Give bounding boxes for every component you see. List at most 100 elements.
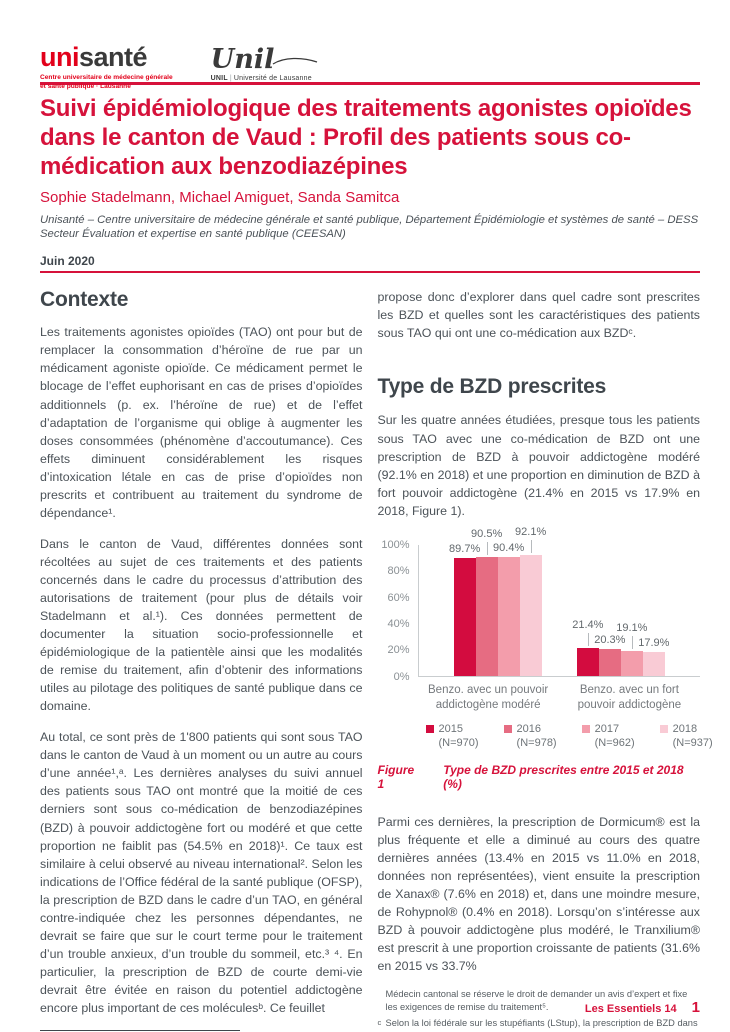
authors-line: Sophie Stadelmann, Michael Amiguet, Sand… — [40, 188, 400, 206]
footnote-b-continuation: Médecin cantonal se réserve le droit de … — [378, 988, 701, 1014]
legend-row-2017: 2017 — [581, 722, 635, 735]
legend-item-2015: 2015 (N=970) — [425, 722, 479, 749]
y-tick-label: 20% — [387, 644, 410, 657]
legend-year-label: 2017 — [594, 722, 620, 735]
section-heading-type-bzd: Type de BZD prescrites — [377, 375, 607, 399]
footer-page-number: 1 — [691, 999, 700, 1016]
bar-2018-group1: 92.1% — [515, 526, 546, 676]
bar-value-label: 19.1% — [616, 621, 648, 634]
left-column: Contexte Les traitements agonistes opioï… — [40, 288, 363, 1032]
bar-2015-group2: 21.4% — [572, 619, 603, 676]
unisante-logo: unisanté Centre universitaire de médecin… — [40, 44, 173, 92]
publication-date: Juin 2020 — [40, 253, 95, 268]
legend-n-label: (N=978) — [516, 736, 557, 749]
legend-item-2018: 2018 (N=937) — [659, 722, 713, 749]
legend-n-label: (N=937) — [672, 736, 713, 749]
label-leader-line — [587, 632, 589, 646]
legend-n-label: (N=970) — [438, 736, 479, 749]
figure-1-chart: 0% 20% 40% 60% 80% 100% 89.7% 90.5% 90.4% 92.1% 2… — [378, 526, 713, 749]
bar-group-1: 89.7% 90.5% 90.4% 92.1% — [449, 526, 546, 676]
section-heading-contexte: Contexte — [40, 288, 129, 312]
contexte-paragraph-3: Au total, ce sont près de 1'800 patients… — [40, 730, 363, 1015]
legend-swatch-2017 — [581, 724, 590, 733]
bar-2016-group2: 20.3% — [594, 634, 625, 676]
legend-row-2016: 2016 — [503, 722, 557, 735]
chart-legend: 2015 (N=970) 2016 (N=978) 2017 (N=962) 2018 (N=… — [425, 722, 713, 749]
unil-caption-separator: | — [229, 75, 232, 82]
chart-y-axis: 0% 20% 40% 60% 80% 100% — [378, 539, 418, 683]
footnote-c-marker: c — [377, 1018, 382, 1028]
contexte-paragraph-2: Dans le canton de Vaud, différentes donn… — [40, 536, 363, 714]
chart-plot: 89.7% 90.5% 90.4% 92.1% 21.4% 20.3% 19.1% 17.9% — [417, 526, 700, 677]
page-title: Suivi épidémiologique des traitements ag… — [40, 94, 692, 180]
type-bzd-paragraph-1: Sur les quatre années étudiées, presque … — [377, 413, 701, 518]
bar-group-2: 21.4% 20.3% 19.1% 17.9% — [572, 545, 669, 676]
unisante-tagline-line1: Centre universitaire de médecine général… — [40, 74, 173, 81]
y-tick-label: 0% — [393, 670, 410, 683]
legend-swatch-2018 — [659, 724, 668, 733]
bar-2015-group1: 89.7% — [449, 543, 480, 676]
unisante-tagline: Centre universitaire de médecine général… — [40, 74, 173, 92]
figure-1-caption-text: Type de BZD prescrites entre 2015 et 201… — [443, 762, 684, 791]
legend-n-label: (N=962) — [594, 736, 635, 749]
footnotes-left: aCertaines valeurs présentées dans ce do… — [40, 1030, 363, 1032]
bar-2017-group1: 90.4% — [493, 542, 524, 676]
header-logos: unisanté Centre universitaire de médecin… — [40, 0, 700, 90]
legend-year-label: 2018 — [672, 722, 698, 735]
unisante-word-sante: santé — [79, 42, 148, 72]
footnote-c: c Selon la loi fédérale sur les stupéfian… — [378, 1017, 701, 1032]
y-tick-label: 80% — [387, 565, 410, 578]
unil-script-wordmark: Unil — [211, 46, 319, 73]
contexte-paragraph-1: Les traitements agonistes opioïdes (TAO)… — [40, 325, 363, 520]
label-leader-line — [530, 540, 532, 554]
bar-2017-group2: 19.1% — [616, 622, 647, 676]
bar-value-label: 92.1% — [515, 526, 547, 539]
top-red-rule — [40, 82, 700, 85]
footer-series-label: Les Essentiels 14 — [584, 1003, 677, 1015]
label-leader-line — [631, 635, 633, 649]
y-tick-label: 40% — [387, 617, 410, 630]
footnote-b-continuation-text: Médecin cantonal se réserve le droit de … — [385, 989, 688, 1013]
bar-value-label: 89.7% — [449, 543, 481, 556]
bar-value-label: 21.4% — [572, 618, 604, 631]
unisante-wordmark: unisanté — [40, 44, 173, 71]
page-footer: Les Essentiels 14 1 — [585, 999, 700, 1016]
bar-2018-group2: 17.9% — [638, 637, 669, 676]
legend-item-2017: 2017 (N=962) — [581, 722, 635, 749]
legend-item-2016: 2016 (N=978) — [503, 722, 557, 749]
legend-row-2015: 2015 — [425, 722, 479, 735]
category-label-1: Benzo. avec un pouvoir addictogène modér… — [428, 683, 549, 711]
bar-value-label: 20.3% — [594, 634, 626, 647]
bar-2016-group1: 90.5% — [471, 528, 502, 676]
body-columns: Contexte Les traitements agonistes opioï… — [40, 288, 713, 1032]
legend-year-label: 2015 — [438, 722, 463, 735]
y-tick-label: 100% — [381, 538, 410, 551]
label-leader-line — [486, 542, 488, 556]
unil-logo: Unil UNIL | Université de Lausanne — [211, 44, 319, 82]
bar-value-label: 90.4% — [493, 542, 525, 555]
figure-1-label: Figure 1 — [377, 762, 415, 791]
unil-swash-stroke — [272, 54, 318, 73]
date-red-rule — [40, 270, 700, 274]
legend-swatch-2016 — [503, 724, 512, 733]
legend-swatch-2015 — [425, 724, 434, 733]
intro-continuation-paragraph: propose donc d’explorer dans quel cadre … — [377, 290, 701, 341]
unisante-word-uni: uni — [40, 42, 80, 72]
type-bzd-paragraph-2: Parmi ces dernières, la prescription de … — [377, 814, 701, 973]
footnote-c-text: Selon la loi fédérale sur les stupéfiant… — [385, 1018, 698, 1032]
unil-caption: UNIL | Université de Lausanne — [210, 75, 312, 82]
chart-plot-wrap: 0% 20% 40% 60% 80% 100% 89.7% 90.5% 90.4% 92.1% 2… — [378, 526, 700, 683]
y-tick-label: 60% — [387, 591, 410, 604]
unisante-tagline-line2: et santé publique · Lausanne — [40, 82, 131, 90]
figure-1-caption: Figure 1 Type de BZD prescrites entre 20… — [378, 763, 701, 791]
affiliation-line: Unisanté – Centre universitaire de médec… — [40, 213, 699, 240]
category-label-2: Benzo. avec un fort pouvoir addictogène — [577, 683, 682, 711]
chart-cat-labels: Benzo. avec un pouvoir addictogène modér… — [418, 683, 701, 713]
footnote-b-continuation-marker — [378, 988, 386, 1014]
footnote-separator-rule — [40, 1030, 240, 1032]
bar-value-label: 90.5% — [471, 528, 503, 541]
right-column: propose donc d’explorer dans quel cadre … — [377, 288, 713, 1032]
legend-row-2018: 2018 — [659, 722, 713, 735]
legend-year-label: 2016 — [516, 722, 542, 735]
